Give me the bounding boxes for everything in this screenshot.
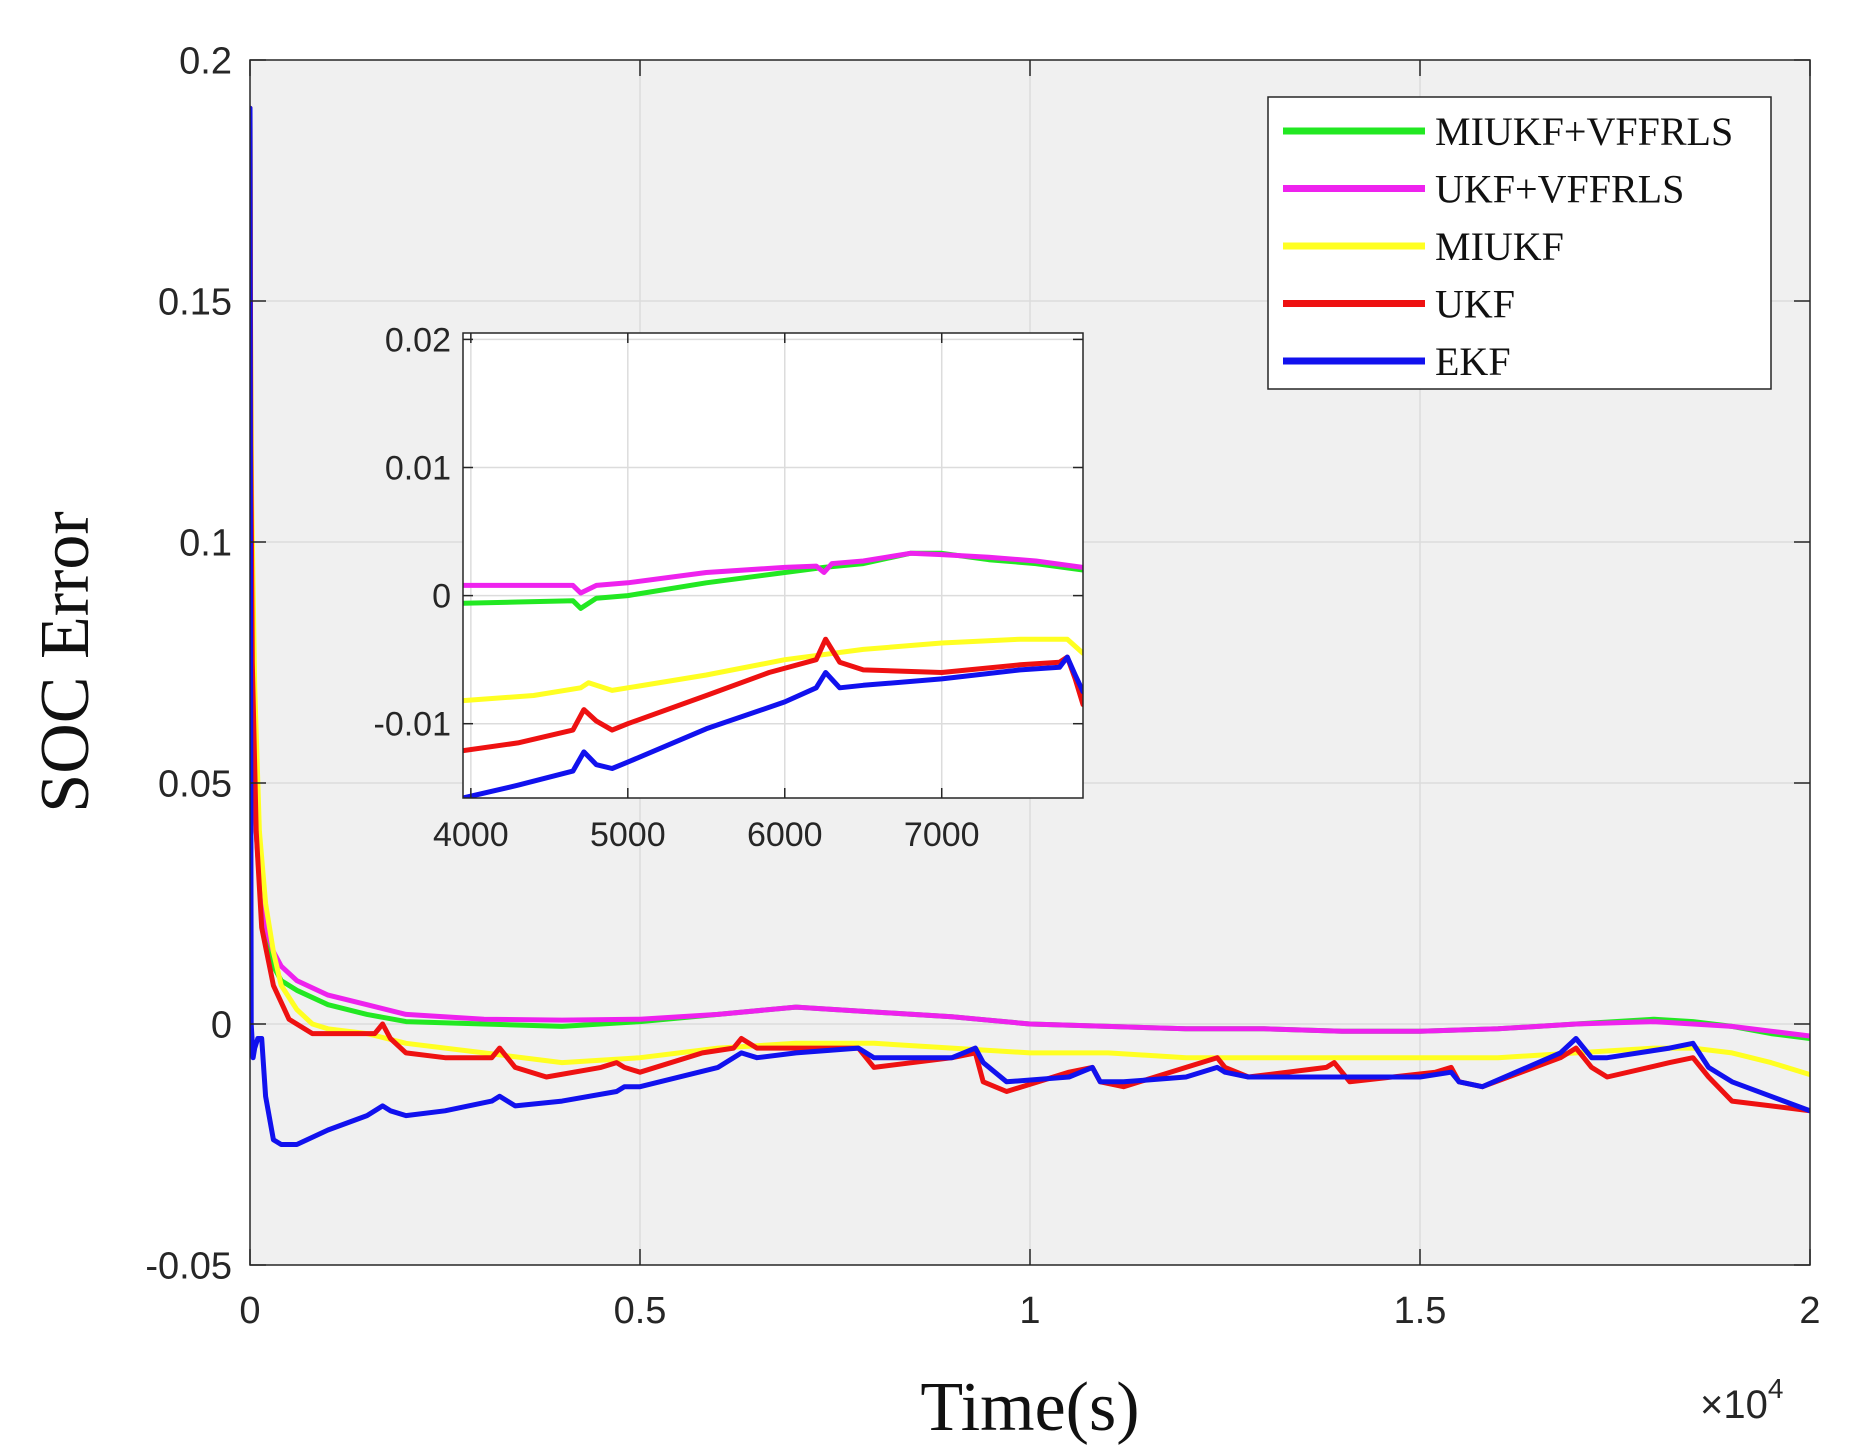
main-x-tick-label: 0.5 bbox=[614, 1290, 667, 1332]
main-ticks bbox=[249, 59, 1811, 1266]
inset-series-group bbox=[463, 550, 1083, 798]
main-x-tick-label: 0 bbox=[239, 1290, 260, 1332]
inset-grid bbox=[463, 333, 1083, 798]
x-axis-label: Time(s) bbox=[920, 1369, 1139, 1446]
inset-x-tick-label: 7000 bbox=[904, 816, 980, 854]
main-y-tick-label: 0.05 bbox=[158, 763, 232, 805]
legend-label-miukf-vffrls: MIUKF+VFFRLS bbox=[1435, 109, 1733, 154]
inset-series-miukf bbox=[463, 636, 1083, 704]
main-y-tick-label: 0.1 bbox=[179, 522, 232, 564]
inset-x-tick-labels: 4000 5000 6000 7000 bbox=[433, 816, 980, 854]
main-series-ekf bbox=[250, 105, 1810, 1147]
legend-label-ukf-vffrls: UKF+VFFRLS bbox=[1435, 167, 1684, 212]
inset-series-ukf bbox=[463, 636, 1083, 754]
x-multiplier-exponent: 4 bbox=[1768, 1373, 1784, 1404]
main-series-ukf-vffrls bbox=[250, 105, 1810, 1039]
inset-y-tick-label: -0.01 bbox=[374, 706, 452, 744]
y-axis-label: SOC Error bbox=[27, 511, 104, 812]
inset-plot-frame bbox=[462, 332, 1084, 799]
inset-ticks bbox=[463, 333, 1083, 798]
main-x-tick-label: 1.5 bbox=[1394, 1290, 1447, 1332]
main-x-tick-labels: 0 0.5 1 1.5 2 bbox=[239, 1290, 1820, 1332]
main-y-tick-label: -0.05 bbox=[145, 1245, 232, 1287]
inset-axes: 4000 5000 6000 7000 -0.01 0 0.01 0.02 bbox=[374, 321, 1084, 854]
legend-label-miukf: MIUKF bbox=[1435, 224, 1564, 269]
inset-series-ukf-vffrls bbox=[463, 550, 1083, 596]
main-x-tick-label: 2 bbox=[1799, 1290, 1820, 1332]
legend-label-ekf: EKF bbox=[1435, 339, 1511, 384]
inset-x-tick-label: 4000 bbox=[433, 816, 509, 854]
inset-y-tick-label: 0 bbox=[432, 578, 451, 616]
main-x-tick-label: 1 bbox=[1019, 1290, 1040, 1332]
inset-series-ekf bbox=[463, 654, 1083, 798]
inset-plot-background bbox=[463, 333, 1083, 798]
main-y-tick-label: 0 bbox=[211, 1004, 232, 1046]
main-series-group bbox=[250, 105, 1810, 1147]
legend-label-ukf: UKF bbox=[1435, 282, 1515, 327]
inset-y-tick-labels: -0.01 0 0.01 0.02 bbox=[374, 321, 452, 743]
inset-y-tick-label: 0.02 bbox=[385, 321, 451, 359]
main-y-tick-labels: -0.05 0 0.05 0.1 0.15 0.2 bbox=[145, 40, 232, 1287]
inset-x-tick-label: 5000 bbox=[590, 816, 666, 854]
legend-entries: MIUKF+VFFRLS UKF+VFFRLS MIUKF UKF EKF bbox=[1283, 109, 1733, 384]
legend: MIUKF+VFFRLS UKF+VFFRLS MIUKF UKF EKF bbox=[1267, 96, 1772, 390]
inset-y-tick-label: 0.01 bbox=[385, 449, 451, 487]
inset-x-tick-label: 6000 bbox=[747, 816, 823, 854]
main-y-tick-label: 0.2 bbox=[179, 40, 232, 82]
x-multiplier-base: ×10 bbox=[1700, 1383, 1768, 1427]
x-axis-multiplier: ×104 bbox=[1700, 1373, 1783, 1427]
main-y-tick-label: 0.15 bbox=[158, 281, 232, 323]
